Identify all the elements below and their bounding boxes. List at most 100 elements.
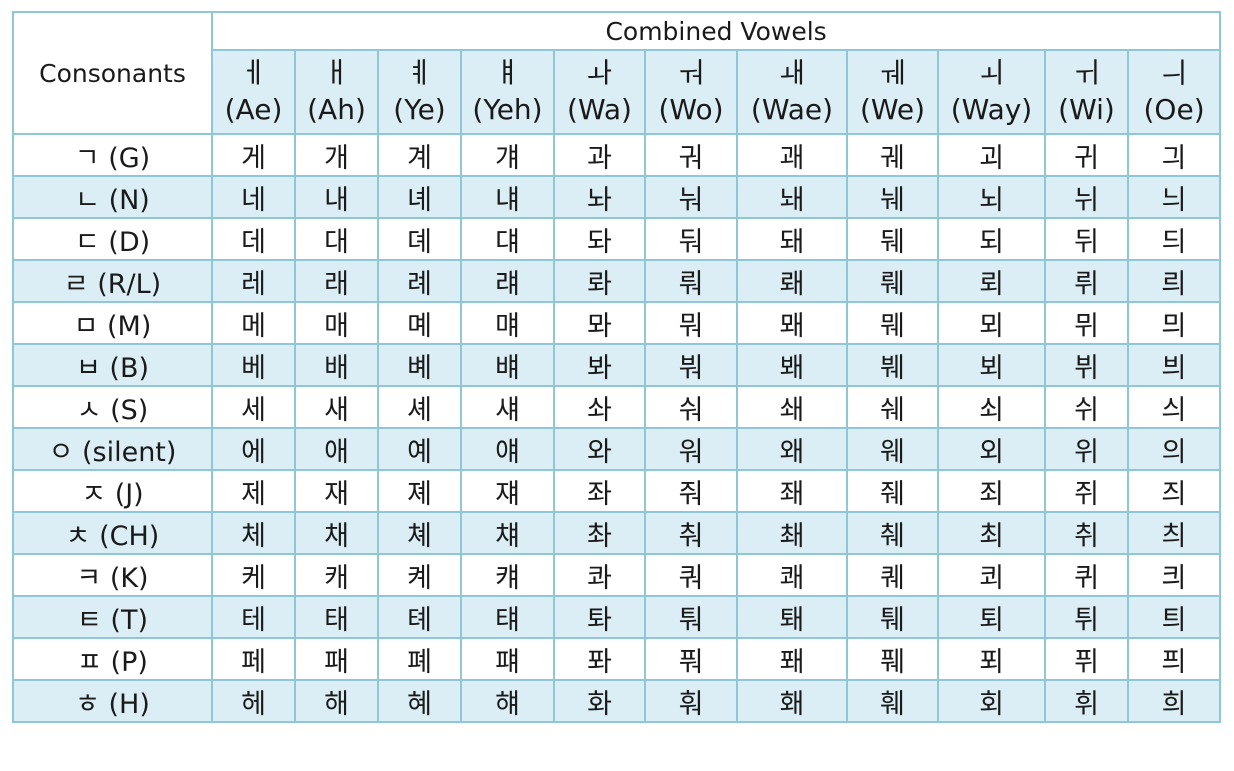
vowel-jamo: ㅖ	[406, 56, 433, 90]
vowel-jamo: ㅚ	[978, 56, 1005, 90]
syllable-cell: 뷔	[1044, 343, 1129, 387]
syllable-cell: 폐	[377, 637, 462, 681]
syllable-cell: 홰	[736, 679, 848, 723]
table-row: ㄷ (D) 데 대 뎨 댸 돠 둬 돼 뒈 되 뒤 듸	[12, 217, 1222, 261]
table-row: ㄱ (G) 게 개 계 걔 과 궈 괘 궤 괴 귀 긔	[12, 133, 1222, 177]
syllable-cell: 볘	[377, 343, 462, 387]
table-row: ㅍ (P) 페 패 폐 퍠 퐈 풔 퐤 풰 푀 퓌 픠	[12, 637, 1222, 681]
syllable-cell: 뤼	[1044, 259, 1129, 303]
syllable-cell: 메	[211, 301, 296, 345]
vowel-header-cell: ㅙ (Wae)	[736, 49, 848, 135]
vowel-romanization: (Ah)	[307, 93, 366, 126]
syllable-cell: 배	[294, 343, 379, 387]
syllable-cell: 즤	[1126, 469, 1222, 513]
syllable-cell: 챼	[460, 511, 555, 555]
syllable-cell: 햬	[460, 679, 555, 723]
vowel-jamo: ㅒ	[494, 56, 521, 90]
syllable-cell: 섀	[460, 385, 555, 429]
syllable-cell: 퇴	[937, 595, 1046, 639]
combined-vowels-header: Combined Vowels	[210, 11, 1222, 51]
syllable-cell: 톼	[553, 595, 646, 639]
vowel-header-cell: ㅞ (We)	[846, 49, 939, 135]
vowel-jamo: ㅘ	[586, 56, 613, 90]
syllable-cell: 쵀	[736, 511, 848, 555]
syllable-cell: 훠	[644, 679, 738, 723]
consonant-label: ㅋ (K)	[12, 553, 213, 597]
vowel-header-cell: ㅢ (Oe)	[1126, 49, 1222, 135]
syllable-cell: 예	[377, 427, 462, 471]
syllable-cell: 푀	[937, 637, 1046, 681]
syllable-cell: 뭬	[846, 301, 939, 345]
table-row: ㅋ (K) 케 캐 켸 컈 콰 쿼 쾌 퀘 쾨 퀴 킈	[12, 553, 1222, 597]
syllable-cell: 뤠	[846, 259, 939, 303]
syllable-cell: 채	[294, 511, 379, 555]
vowel-header-cell: ㅔ (Ae)	[211, 49, 296, 135]
syllable-cell: 뤄	[644, 259, 738, 303]
vowel-romanization: (Wo)	[658, 93, 724, 126]
syllable-cell: 대	[294, 217, 379, 261]
syllable-cell: 왜	[736, 427, 848, 471]
syllable-cell: 베	[211, 343, 296, 387]
syllable-cell: 되	[937, 217, 1046, 261]
syllable-cell: 퀘	[846, 553, 939, 597]
syllable-cell: 퐤	[736, 637, 848, 681]
syllable-cell: 외	[937, 427, 1046, 471]
syllable-cell: 릐	[1126, 259, 1222, 303]
syllable-cell: 훼	[846, 679, 939, 723]
syllable-cell: 게	[211, 133, 296, 177]
vowel-romanization: (Ae)	[224, 93, 283, 126]
syllable-cell: 애	[294, 427, 379, 471]
consonant-label: ㅁ (M)	[12, 301, 213, 345]
syllable-cell: 럐	[460, 259, 555, 303]
syllable-cell: 퉤	[846, 595, 939, 639]
syllable-cell: 댸	[460, 217, 555, 261]
syllable-cell: 테	[211, 595, 296, 639]
syllable-cell: 뭐	[644, 301, 738, 345]
syllable-cell: 얘	[460, 427, 555, 471]
syllable-cell: 붸	[846, 343, 939, 387]
syllable-cell: 튀	[1044, 595, 1129, 639]
consonant-label: ㅂ (B)	[12, 343, 213, 387]
consonant-label: ㅅ (S)	[12, 385, 213, 429]
syllable-cell: 재	[294, 469, 379, 513]
syllable-cell: 해	[294, 679, 379, 723]
syllable-cell: 워	[644, 427, 738, 471]
syllable-cell: 냬	[460, 175, 555, 219]
syllable-cell: 례	[377, 259, 462, 303]
vowel-jamo: ㅟ	[1073, 56, 1100, 90]
vowel-romanization: (Ye)	[393, 93, 446, 126]
korean-combined-vowels-chart: Consonants Combined Vowels ㅔ (Ae) ㅐ (Ah) ㅖ (Y…	[12, 11, 1222, 723]
table-row: ㅅ (S) 세 새 셰 섀 솨 숴 쇄 쉐 쇠 쉬 싀	[12, 385, 1222, 429]
syllable-cell: 걔	[460, 133, 555, 177]
syllable-cell: 놔	[553, 175, 646, 219]
syllable-cell: 체	[211, 511, 296, 555]
syllable-cell: 웨	[846, 427, 939, 471]
syllable-cell: 궤	[846, 133, 939, 177]
table-row: ㅇ (silent) 에 애 예 얘 와 워 왜 웨 외 위 의	[12, 427, 1222, 471]
syllable-cell: 돠	[553, 217, 646, 261]
syllable-cell: 새	[294, 385, 379, 429]
table-row: ㅈ (J) 제 재 졔 쟤 좌 줘 좨 줴 죄 쥐 즤	[12, 469, 1222, 513]
consonant-label: ㅈ (J)	[12, 469, 213, 513]
syllable-cell: 쉬	[1044, 385, 1129, 429]
syllable-cell: 뫠	[736, 301, 848, 345]
vowel-romanization: (Oe)	[1143, 93, 1205, 126]
syllable-cell: 계	[377, 133, 462, 177]
consonant-label: ㅇ (silent)	[12, 427, 213, 471]
syllable-cell: 네	[211, 175, 296, 219]
syllable-cell: 풰	[846, 637, 939, 681]
vowel-header-row: ㅔ (Ae) ㅐ (Ah) ㅖ (Ye) ㅒ (Yeh) ㅘ (Wa) ㅝ (Wo) ㅙ (Wae) ㅞ (W…	[13, 49, 1222, 135]
syllable-cell: 좌	[553, 469, 646, 513]
table-row: ㅁ (M) 메 매 몌 먜 뫄 뭐 뫠 뭬 뫼 뮈 믜	[12, 301, 1222, 345]
table-row: ㄴ (N) 네 내 녜 냬 놔 눠 놰 눼 뇌 뉘 늬	[12, 175, 1222, 219]
syllable-cell: 먜	[460, 301, 555, 345]
syllable-cell: 에	[211, 427, 296, 471]
table-row: ㅂ (B) 베 배 볘 뱨 봐 붜 봬 붸 뵈 뷔 븨	[12, 343, 1222, 387]
vowel-romanization: (We)	[859, 93, 926, 126]
syllable-cell: 헤	[211, 679, 296, 723]
syllable-cell: 최	[937, 511, 1046, 555]
syllable-cell: 괴	[937, 133, 1046, 177]
syllable-cell: 셰	[377, 385, 462, 429]
vowel-jamo: ㅝ	[678, 56, 704, 90]
consonant-label: ㅍ (P)	[12, 637, 213, 681]
